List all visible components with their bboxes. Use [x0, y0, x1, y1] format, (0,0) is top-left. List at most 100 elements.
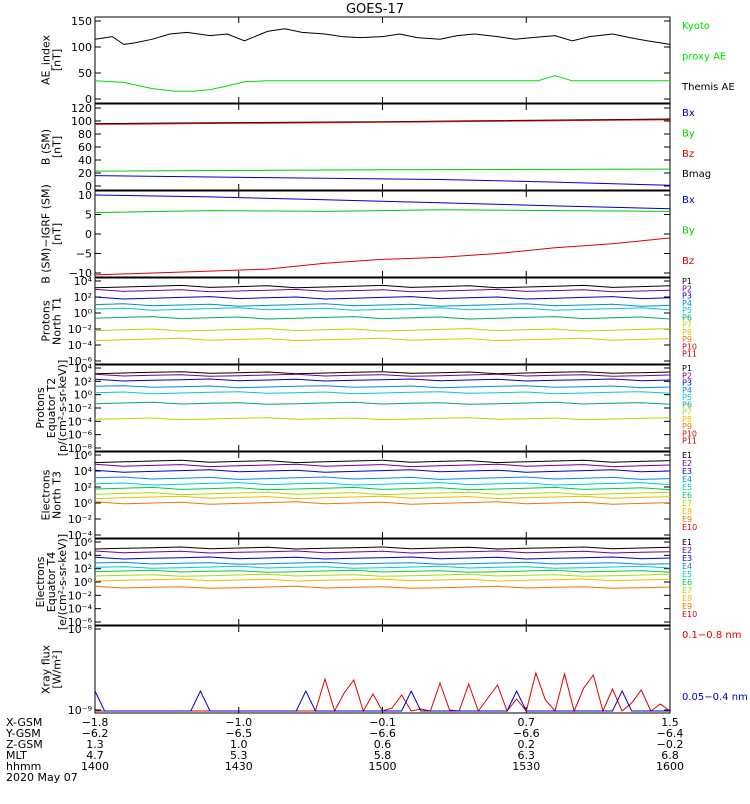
legend-proxy-ae: proxy AE: [682, 52, 726, 63]
y-tick-label: 10⁻⁴: [68, 603, 93, 616]
y-tick-label: 10⁴: [74, 362, 93, 375]
panel-frame: [94, 277, 671, 365]
flux-channel-line: [94, 288, 671, 293]
legend-e5: E5: [682, 570, 692, 579]
figure-title: GOES-17: [345, 2, 404, 17]
x-axis-row-label: Z-GSM: [6, 738, 43, 751]
y-axis-label: North T1: [51, 297, 64, 345]
legend-e8: E8: [682, 507, 692, 516]
legend-e3: E3: [682, 554, 692, 563]
y-tick-label: 0: [85, 93, 92, 106]
legend-p7: P7: [682, 321, 692, 330]
legend-bx: Bx: [682, 108, 695, 119]
flux-channel-line: [94, 469, 671, 473]
legend-e4: E4: [682, 562, 692, 571]
flux-channel-line: [94, 556, 671, 560]
y-axis-label: North T3: [51, 471, 64, 519]
legend-p10: P10: [682, 342, 697, 351]
legend-p2: P2: [682, 371, 692, 380]
y-tick-label: 10: [78, 189, 92, 202]
legend-p6: P6: [682, 313, 692, 322]
x-axis-value: −0.2: [657, 738, 684, 751]
legend-themis-ae: Themis AE: [681, 82, 735, 93]
legend-bmag: Bmag: [682, 169, 711, 180]
flux-channel-line: [94, 459, 671, 464]
y-tick-label: −10: [69, 267, 92, 280]
y-tick-label: 100: [71, 115, 92, 128]
legend-p11: P11: [682, 350, 697, 359]
y-tick-label: 120: [71, 102, 92, 115]
y-axis-label: Electrons: [34, 556, 47, 607]
panel-3: −10 −5 0 5 10 B (SM)−IGRF (SM)[nT] Bx By Bz: [40, 184, 695, 284]
y-tick-label: 100: [71, 41, 92, 54]
y-axis-label: [nT]: [51, 136, 64, 158]
y-tick-label: 60: [78, 141, 92, 154]
legend-p8: P8: [682, 415, 692, 424]
flux-channel-line: [94, 373, 671, 377]
legend-p5: P5: [682, 393, 692, 402]
flux-channel-line: [94, 573, 671, 577]
x-axis-value: 5.3: [230, 749, 248, 762]
series-bx: [94, 175, 671, 186]
y-tick-label: 10⁴: [74, 549, 93, 562]
legend-0-1-0-8-nm: 0.1−0.8 nm: [682, 630, 741, 641]
legend-bz: Bz: [682, 256, 694, 267]
legend-p5: P5: [682, 306, 692, 315]
legend-e5: E5: [682, 483, 692, 492]
series-0-05-0-4-nm: [94, 689, 670, 712]
legend-p3: P3: [682, 292, 692, 301]
flux-channel-line: [94, 561, 671, 565]
x-axis-value: 0.6: [374, 738, 392, 751]
legend-p4: P4: [682, 299, 692, 308]
y-tick-label: 10⁻⁹: [68, 704, 92, 717]
y-tick-label: 10⁻⁶: [68, 616, 93, 629]
legend-e1: E1: [682, 451, 692, 460]
legend-p1: P1: [682, 277, 692, 286]
legend-e7: E7: [682, 586, 692, 595]
x-axis-value: −6.5: [225, 727, 252, 740]
y-tick-label: 40: [78, 154, 92, 167]
y-tick-label: 10⁰: [74, 576, 93, 589]
y-axis-label: B (SM): [40, 129, 53, 165]
panel-1: 0 50 100 150 AE_index[nT] Kyoto proxy AE Themis…: [40, 15, 735, 106]
y-axis-label: Equator T2: [45, 378, 58, 438]
flux-channel-line: [94, 284, 671, 289]
y-axis-label: AE_index: [40, 34, 53, 85]
flux-channel-line: [94, 401, 671, 405]
y-axis-label: Xray flux: [40, 644, 53, 694]
y-axis-label: Electrons: [40, 469, 53, 520]
series-themis-ae: [94, 28, 671, 45]
legend-e2: E2: [682, 459, 692, 468]
flux-channel-line: [94, 417, 671, 421]
series-0-1-0-8-nm: [95, 671, 671, 713]
flux-channel-line: [94, 303, 671, 307]
x-axis-value: −1.0: [225, 716, 252, 729]
y-tick-label: 0: [85, 180, 92, 193]
y-tick-label: 10⁻⁴: [68, 339, 93, 352]
y-tick-label: 10⁻²: [68, 323, 92, 336]
panel-frame: [94, 364, 671, 452]
flux-channel-line: [94, 486, 671, 491]
y-tick-label: 10⁰: [74, 389, 93, 402]
y-axis-label: Protons: [40, 300, 53, 341]
legend-e7: E7: [682, 499, 692, 508]
y-tick-label: 10²: [74, 375, 92, 388]
x-axis-value: −6.2: [82, 727, 109, 740]
y-tick-label: 10⁻⁴: [68, 529, 93, 542]
x-axis-row-label: MLT: [6, 749, 27, 762]
flux-channel-line: [94, 371, 671, 375]
y-axis-label: [nT]: [51, 49, 64, 71]
y-tick-label: 10⁴: [74, 465, 93, 478]
legend-p11: P11: [682, 437, 697, 446]
series-by: [94, 168, 671, 172]
legend-e3: E3: [682, 467, 692, 476]
x-axis-value: 4.7: [86, 749, 104, 762]
y-tick-label: 10²: [74, 563, 92, 576]
legend-p1: P1: [682, 364, 692, 373]
legend-kyoto: Kyoto: [682, 21, 710, 32]
x-axis-value: −0.1: [369, 716, 396, 729]
y-axis-label: Protons: [34, 387, 47, 428]
